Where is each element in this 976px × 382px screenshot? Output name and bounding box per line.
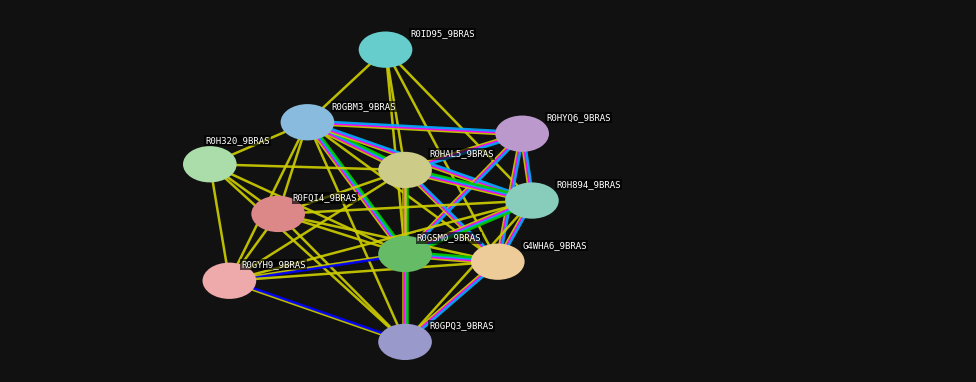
Text: R0H320_9BRAS: R0H320_9BRAS [205, 136, 269, 145]
Ellipse shape [379, 152, 431, 188]
Ellipse shape [379, 236, 431, 272]
Ellipse shape [506, 182, 559, 219]
Ellipse shape [359, 32, 413, 68]
Text: R0GYH9_9BRAS: R0GYH9_9BRAS [241, 260, 305, 269]
Text: R0H894_9BRAS: R0H894_9BRAS [556, 180, 621, 189]
Text: G4WHA6_9BRAS: G4WHA6_9BRAS [522, 241, 587, 250]
Ellipse shape [379, 324, 431, 360]
Ellipse shape [203, 263, 256, 299]
Text: R0GPQ3_9BRAS: R0GPQ3_9BRAS [429, 321, 494, 330]
Text: R0HAL5_9BRAS: R0HAL5_9BRAS [429, 149, 494, 159]
Ellipse shape [496, 115, 549, 152]
Ellipse shape [251, 196, 305, 232]
Ellipse shape [183, 146, 237, 183]
Text: R0FQI4_9BRAS: R0FQI4_9BRAS [293, 193, 357, 202]
Text: R0ID95_9BRAS: R0ID95_9BRAS [410, 29, 474, 38]
Text: R0GSM0_9BRAS: R0GSM0_9BRAS [417, 233, 481, 243]
Ellipse shape [281, 104, 334, 141]
Text: R0HYQ6_9BRAS: R0HYQ6_9BRAS [547, 113, 611, 122]
Text: R0GBM3_9BRAS: R0GBM3_9BRAS [332, 102, 396, 111]
Ellipse shape [471, 244, 525, 280]
